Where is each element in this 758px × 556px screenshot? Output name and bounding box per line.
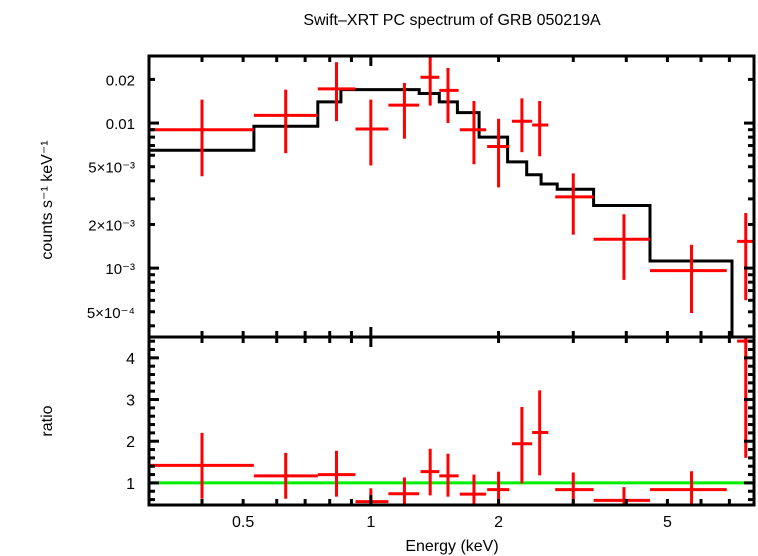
ratio-panel: 0.5 1 2 5 1 2 3 4 [126, 335, 756, 531]
ratio-point [317, 450, 356, 497]
spectrum-panel: 0.02 0.01 5×10⁻³ 2×10⁻³ 10⁻³ 5×10⁻⁴ [87, 54, 756, 339]
data-point [317, 62, 356, 122]
bottom-y-axis-label: ratio [39, 405, 56, 436]
data-point [149, 99, 254, 177]
ratio-point [459, 474, 487, 505]
top-y-axis-label: counts s⁻¹ keV⁻¹ [39, 140, 56, 259]
data-point [459, 100, 487, 165]
spectrum-frame [147, 54, 756, 339]
y-tick-label: 0.01 [106, 116, 135, 133]
x-axis-label: Energy (keV) [405, 538, 498, 555]
data-point [487, 118, 510, 188]
x-tick-label: 1 [366, 514, 375, 531]
x-tick-label: 5 [663, 514, 672, 531]
y-tick-label: 10⁻³ [105, 261, 135, 278]
x-tick-label: 0.5 [232, 514, 254, 531]
model-step-line [149, 88, 738, 339]
ratio-point [511, 407, 533, 484]
ratio-point [650, 471, 727, 505]
data-point [737, 212, 754, 301]
y-tick-label: 2 [126, 434, 135, 451]
ratio-point [593, 487, 651, 505]
ratio-point [149, 432, 254, 499]
data-point [355, 99, 389, 166]
y-tick-label: 1 [126, 476, 135, 493]
data-point [388, 82, 420, 139]
y-tick-label: 4 [126, 351, 135, 368]
data-point [511, 98, 533, 153]
data-point [650, 244, 727, 314]
data-point [253, 89, 318, 154]
y-tick-label: 5×10⁻³ [88, 160, 135, 177]
ratio-point [532, 390, 549, 476]
y-tick-label: 0.02 [106, 72, 135, 89]
x-tick-label: 2 [494, 514, 503, 531]
y-tick-label: 3 [126, 393, 135, 410]
ratio-point [388, 477, 420, 505]
ratio-point [420, 448, 440, 496]
data-point [532, 100, 549, 157]
data-point [555, 173, 594, 235]
data-point [439, 67, 459, 124]
ratio-frame [147, 335, 756, 507]
chart-title: Swift–XRT PC spectrum of GRB 050219A [303, 12, 601, 29]
ratio-point [253, 452, 318, 499]
y-tick-label: 2×10⁻³ [88, 217, 135, 234]
y-tick-label: 5×10⁻⁴ [87, 305, 135, 322]
data-point [420, 57, 440, 106]
data-point [593, 214, 651, 280]
ratio-point [439, 453, 459, 497]
